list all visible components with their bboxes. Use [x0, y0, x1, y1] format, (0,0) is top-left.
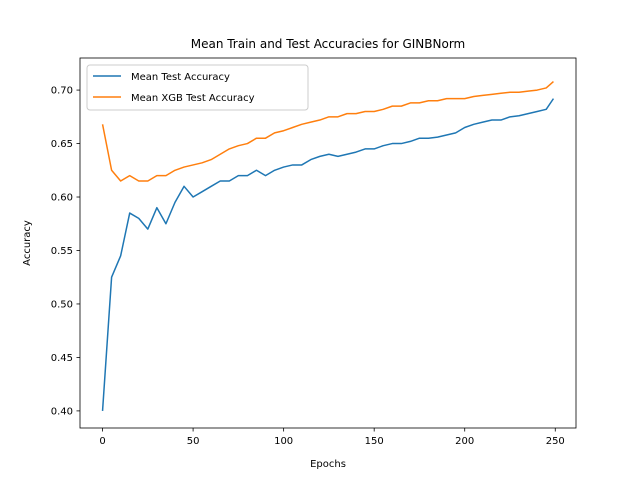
y-tick-label: 0.40: [51, 406, 73, 417]
x-tick-label: 200: [455, 436, 474, 447]
y-tick-label: 0.60: [51, 193, 73, 204]
x-tick-label: 0: [99, 436, 105, 447]
series-line-1: [101, 80, 554, 182]
x-axis-label: Epochs: [310, 459, 346, 470]
y-axis-ticks: 0.40 0.45 0.50 0.55 0.60 0.65 0.70: [51, 86, 80, 417]
y-tick-label: 0.70: [51, 86, 73, 97]
legend: Mean Test Accuracy Mean XGB Test Accurac…: [86, 64, 309, 111]
y-tick-label: 0.65: [51, 139, 73, 150]
chart-title: Mean Train and Test Accuracies for GINBN…: [191, 37, 466, 51]
legend-box: [86, 64, 309, 111]
legend-label-test: Mean Test Accuracy: [131, 72, 230, 83]
x-axis-ticks: 0 50 100 150 200 250: [99, 428, 565, 447]
series-line-0: [101, 98, 555, 411]
x-tick-label: 250: [546, 436, 565, 447]
y-axis-label: Accuracy: [22, 220, 33, 266]
y-tick-label: 0.55: [51, 246, 73, 257]
x-tick-label: 100: [274, 436, 293, 447]
y-tick-label: 0.45: [51, 353, 73, 364]
y-tick-label: 0.50: [51, 299, 73, 310]
legend-label-xgb: Mean XGB Test Accuracy: [131, 93, 255, 104]
plot-lines: [101, 80, 555, 411]
x-tick-label: 50: [187, 436, 200, 447]
x-tick-label: 150: [365, 436, 384, 447]
axes-frame: [79, 57, 577, 429]
